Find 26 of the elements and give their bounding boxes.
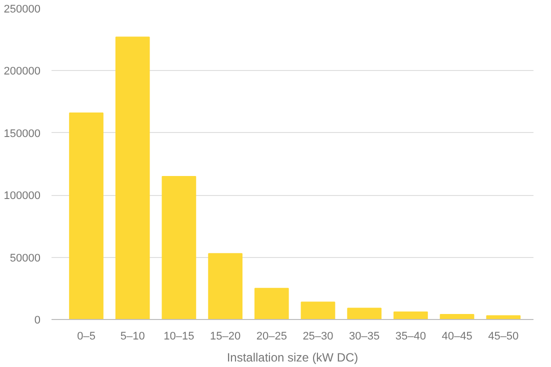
bar [440, 314, 474, 320]
x-tick-label: 45–50 [488, 330, 519, 342]
x-tick-label: 5–10 [120, 330, 145, 342]
y-tick-label: 250000 [4, 4, 41, 16]
x-tick-label: 40–45 [442, 330, 472, 342]
bar [208, 253, 242, 320]
bar [162, 176, 196, 320]
y-tick-label: 0 [34, 314, 41, 326]
y-tick-label: 50000 [10, 252, 41, 264]
x-tick-label: 25–30 [302, 330, 334, 342]
y-tick-label: 200000 [4, 66, 41, 78]
bar [300, 302, 336, 320]
x-tick-label: 30–35 [349, 330, 380, 342]
x-tick-label: 20–25 [256, 330, 287, 342]
x-tick-label: 15–20 [210, 330, 241, 342]
bar [69, 112, 104, 320]
bar [394, 312, 428, 320]
x-axis-title: Installation size (kW DC) [226, 350, 358, 364]
bar [254, 288, 289, 320]
y-tick-label: 100000 [4, 190, 41, 202]
x-tick-label: 35–40 [395, 330, 426, 342]
y-tick-label: 150000 [4, 128, 41, 140]
bar [115, 36, 150, 320]
x-tick-label: 10–15 [164, 330, 194, 342]
bar [347, 308, 382, 320]
x-tick-label: 0–5 [77, 330, 96, 342]
